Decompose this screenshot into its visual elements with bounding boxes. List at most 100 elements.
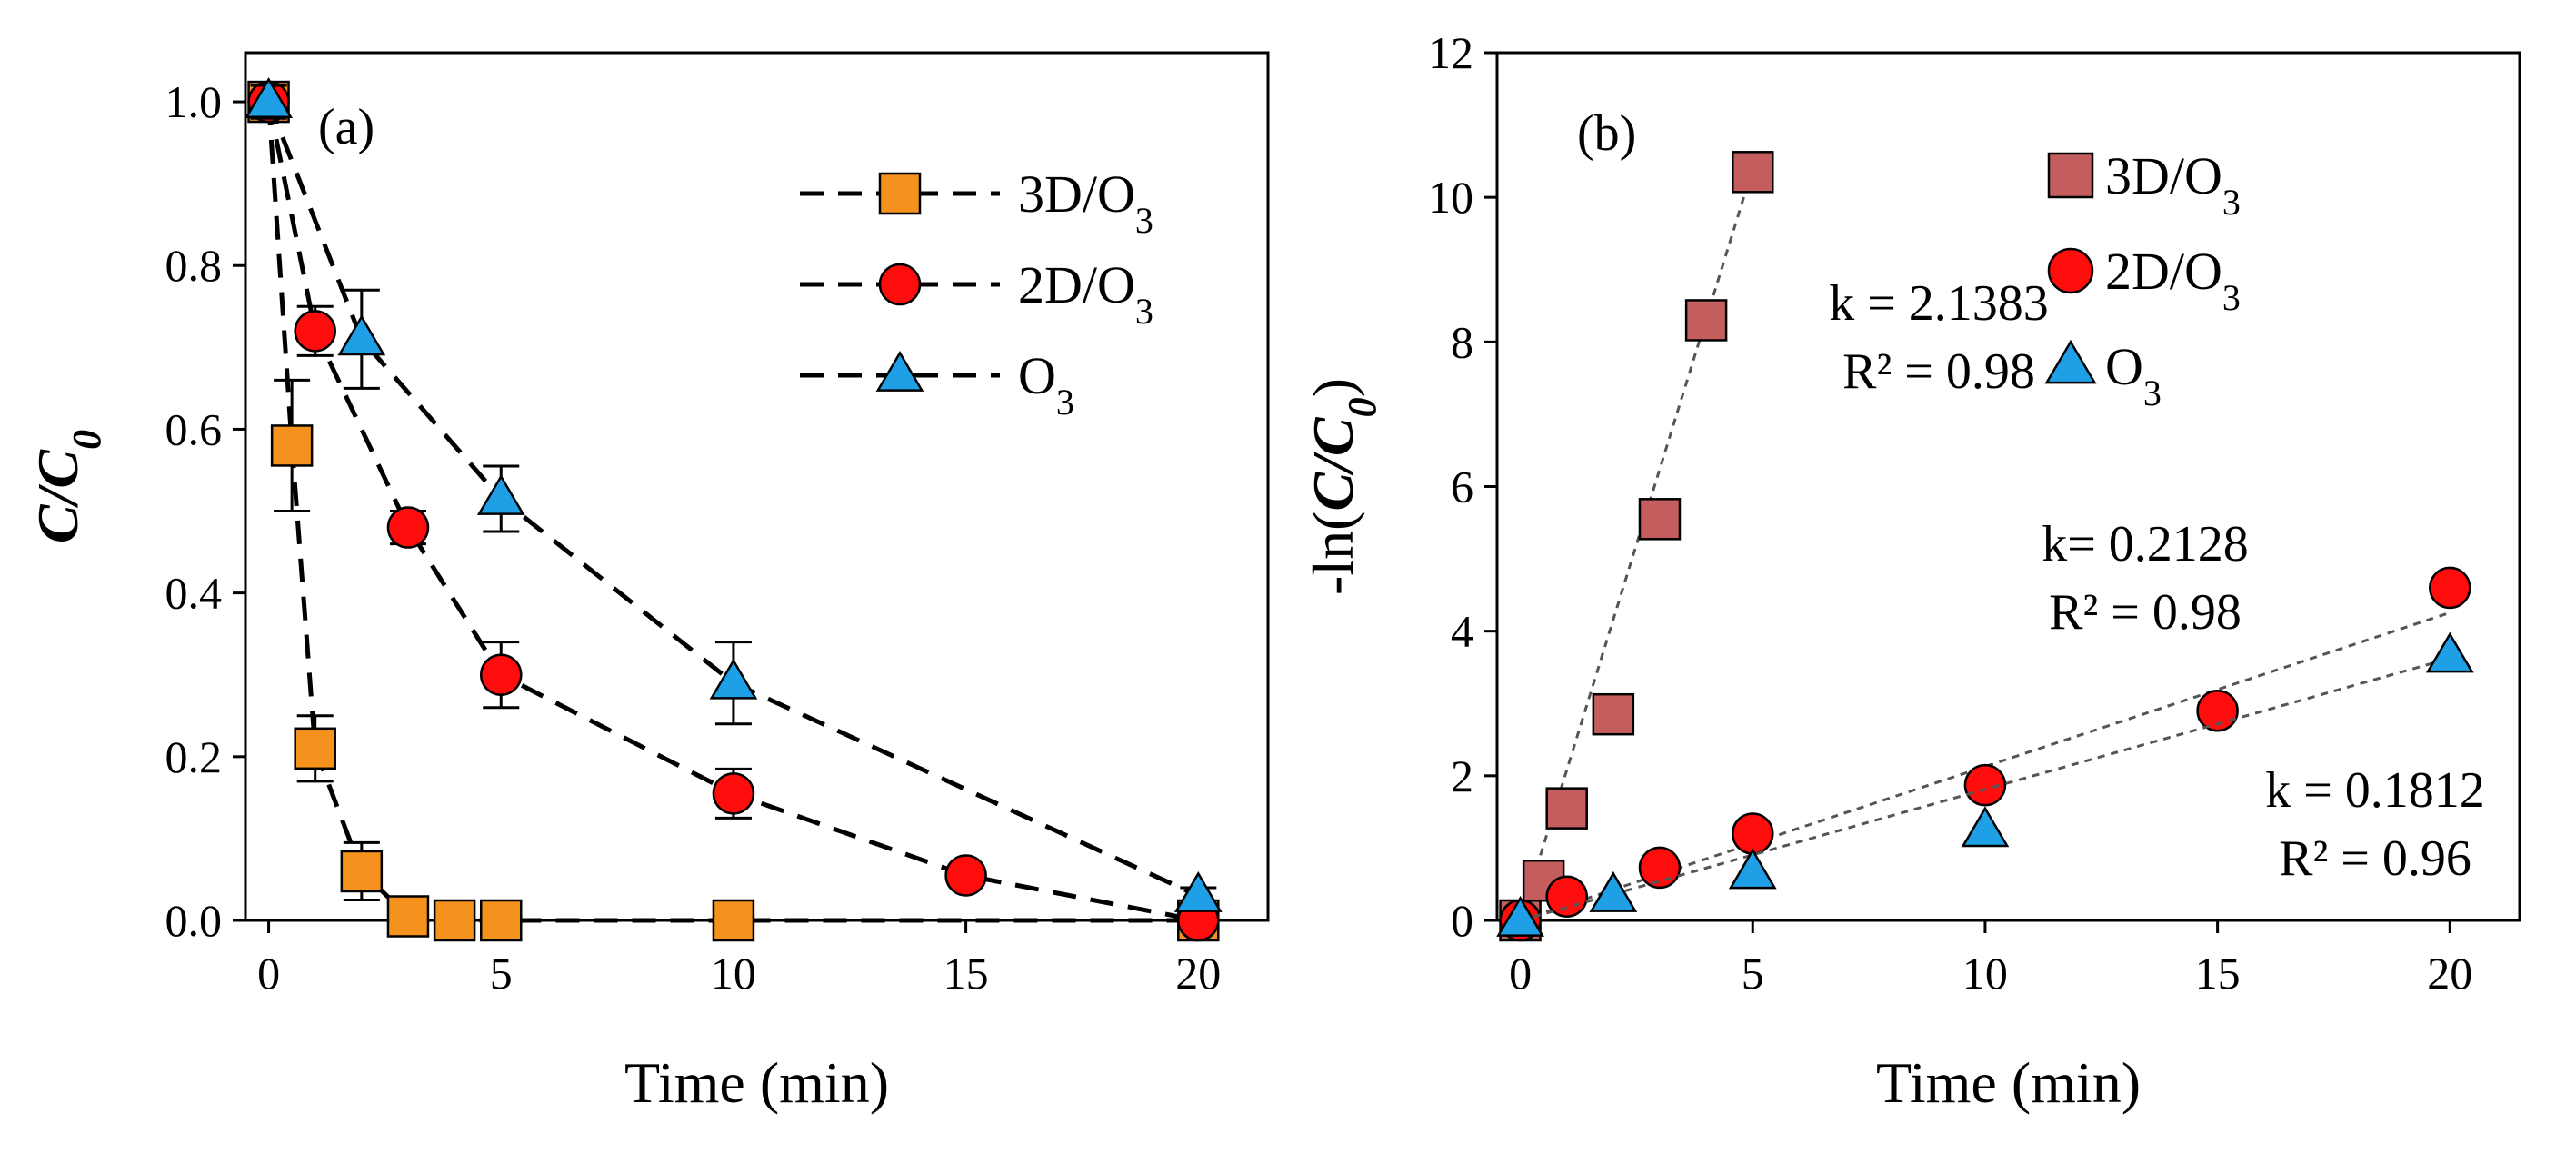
panel-label: (b) xyxy=(1577,105,1636,162)
fit-annotation: k = 0.1812 xyxy=(2265,762,2485,819)
data-point-triangle xyxy=(476,473,525,515)
data-point-circle xyxy=(944,854,987,897)
legend-label-subscript: 3 xyxy=(1135,291,1153,332)
legend-marker xyxy=(2047,247,2094,294)
legend-label-subscript: 3 xyxy=(2222,277,2241,318)
legend-marker xyxy=(878,172,922,215)
legend-label: 2D/O3 xyxy=(1018,255,1153,332)
data-point-square xyxy=(1684,299,1728,342)
legend-label: 3D/O3 xyxy=(2105,146,2241,223)
data-point-triangle xyxy=(1961,806,2010,848)
series-square xyxy=(1499,151,1774,942)
legend-label: 2D/O3 xyxy=(2105,242,2241,318)
panel-label: (a) xyxy=(318,99,374,155)
legend-label-main: 3D/O xyxy=(1018,164,1135,224)
x-axis-label: Time (min) xyxy=(624,1050,889,1115)
y-tick-label: 1.0 xyxy=(165,76,223,127)
data-point-circle xyxy=(2429,566,2471,610)
data-point-square xyxy=(480,899,523,942)
data-point-triangle xyxy=(709,658,758,700)
fit-line xyxy=(1519,167,1754,921)
y-tick-label: 10 xyxy=(1428,172,1473,223)
fit-annotation: k= 0.2128 xyxy=(2042,516,2249,572)
data-point-square xyxy=(270,424,314,467)
y-axis-label-subscript: 0 xyxy=(1340,397,1384,417)
legend-label-main: O xyxy=(2105,337,2143,396)
y-tick-label: 4 xyxy=(1451,606,1473,657)
x-tick-label: 15 xyxy=(2195,948,2241,999)
data-point-circle xyxy=(294,310,336,353)
legend-label-main: 2D/O xyxy=(1018,255,1135,314)
y-tick-label: 8 xyxy=(1451,316,1473,367)
x-tick-label: 10 xyxy=(1962,948,2008,999)
legend-label-subscript: 3 xyxy=(2222,182,2241,223)
y-tick-label: 0.4 xyxy=(165,568,223,619)
y-tick-label: 2 xyxy=(1451,750,1473,801)
y-tick-label: 6 xyxy=(1451,462,1473,512)
y-axis-label-main: C/C xyxy=(25,449,90,543)
y-axis-label-suffix: ) xyxy=(1301,378,1365,397)
data-point-square xyxy=(294,727,336,770)
y-tick-label: 0.0 xyxy=(165,895,223,946)
data-point-triangle xyxy=(337,314,386,356)
legend-marker xyxy=(2047,152,2094,199)
data-point-circle xyxy=(1545,875,1588,918)
data-point-square xyxy=(386,895,430,938)
data-point-triangle xyxy=(1496,895,1544,937)
x-tick-label: 5 xyxy=(1742,948,1764,999)
fit-line xyxy=(1520,657,2451,922)
legend-label: O3 xyxy=(1018,346,1074,422)
y-tick-label: 12 xyxy=(1428,27,1473,78)
y-tick-label: 0.6 xyxy=(165,403,223,454)
fit-annotation: R² = 0.96 xyxy=(2279,830,2471,887)
data-point-circle xyxy=(1963,763,2007,807)
series-circle xyxy=(247,80,1220,942)
legend-marker xyxy=(875,350,924,392)
legend-label-main: 3D/O xyxy=(2105,146,2222,205)
data-point-circle xyxy=(2196,689,2239,732)
data-point-triangle xyxy=(1589,870,1638,912)
data-point-triangle xyxy=(1173,870,1223,912)
legend-label-subscript: 3 xyxy=(1135,200,1153,241)
legend-label: 3D/O3 xyxy=(1018,164,1153,241)
data-point-square xyxy=(1545,787,1588,830)
legend-label-main: O xyxy=(1018,346,1056,405)
legend-label-main: 2D/O xyxy=(2105,242,2222,301)
data-point-square xyxy=(1638,498,1682,541)
data-point-circle xyxy=(712,772,755,815)
legend-label-subscript: 3 xyxy=(2143,373,2162,413)
data-point-circle xyxy=(1732,812,1774,855)
legend-label: O3 xyxy=(2105,337,2162,413)
fit-annotation: k = 2.1383 xyxy=(1829,275,2049,332)
y-axis-label-main: C/C xyxy=(1301,416,1365,511)
fit-annotation: R² = 0.98 xyxy=(2049,584,2242,641)
data-point-square xyxy=(433,899,476,942)
data-point-circle xyxy=(1638,846,1682,890)
data-point-square xyxy=(712,899,755,942)
x-tick-label: 0 xyxy=(1509,948,1532,999)
x-tick-label: 5 xyxy=(490,948,513,999)
legend-marker xyxy=(2044,339,2097,384)
x-tick-label: 0 xyxy=(257,948,280,999)
legend-label-subscript: 3 xyxy=(1056,382,1074,422)
y-axis-label: C/C0 xyxy=(25,430,109,543)
data-point-triangle xyxy=(1728,848,1777,890)
y-axis-label-subscript: 0 xyxy=(65,430,109,450)
data-point-circle xyxy=(480,653,523,696)
y-axis-label-prefix: -ln( xyxy=(1301,512,1365,595)
fit-annotation: R² = 0.98 xyxy=(1842,343,2035,400)
y-axis-label: -ln(C/C0) xyxy=(1301,378,1384,595)
x-tick-label: 20 xyxy=(2427,948,2472,999)
data-point-square xyxy=(1732,151,1774,194)
data-point-circle xyxy=(386,506,430,549)
y-tick-label: 0 xyxy=(1451,895,1473,946)
data-point-triangle xyxy=(245,77,293,118)
data-point-triangle xyxy=(2425,631,2474,673)
x-tick-label: 15 xyxy=(944,948,989,999)
x-tick-label: 20 xyxy=(1175,948,1221,999)
y-tick-label: 0.2 xyxy=(165,731,223,782)
series-triangle xyxy=(245,77,1223,912)
